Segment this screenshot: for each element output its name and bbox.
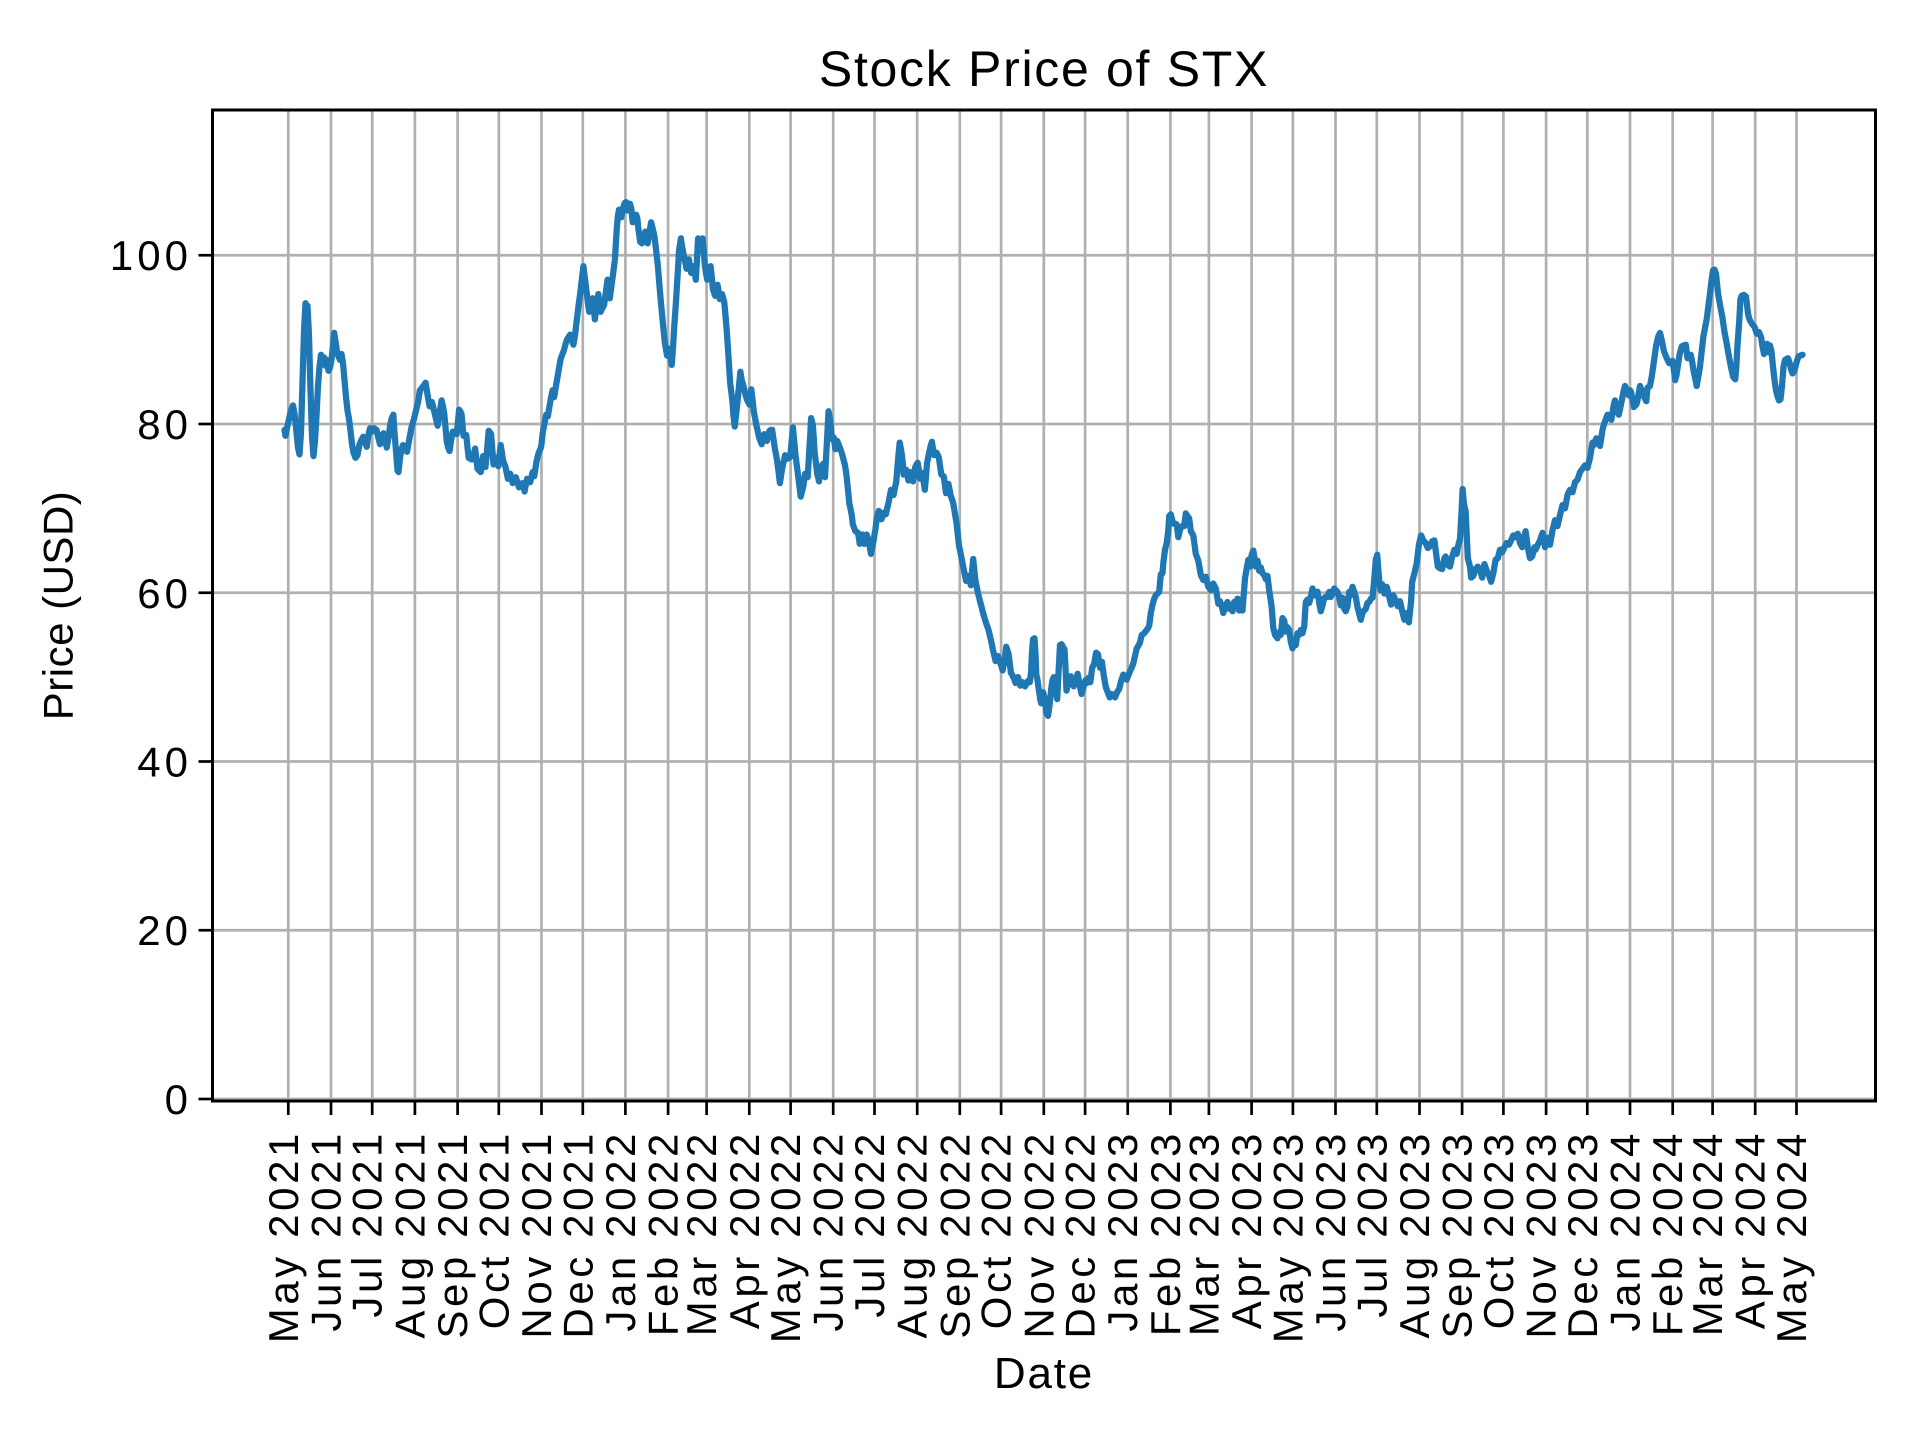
svg-text:Jan 2023: Jan 2023 [1099,1130,1146,1332]
svg-text:Dec 2021: Dec 2021 [554,1130,601,1339]
svg-text:Apr 2022: Apr 2022 [721,1130,768,1329]
svg-text:Jun 2022: Jun 2022 [805,1130,852,1332]
svg-text:Sep 2023: Sep 2023 [1434,1130,1481,1339]
svg-text:Dec 2022: Dec 2022 [1057,1130,1104,1339]
svg-text:80: 80 [137,401,192,448]
svg-text:Jun 2023: Jun 2023 [1307,1130,1354,1332]
svg-text:Mar 2024: Mar 2024 [1684,1130,1731,1336]
svg-text:Jul 2023: Jul 2023 [1348,1130,1395,1318]
svg-text:20: 20 [137,907,192,954]
svg-text:Jul 2022: Jul 2022 [846,1130,893,1318]
svg-text:Mar 2023: Mar 2023 [1180,1130,1227,1336]
svg-text:60: 60 [137,570,192,617]
svg-text:Aug 2023: Aug 2023 [1391,1130,1438,1339]
svg-text:Dec 2023: Dec 2023 [1559,1130,1606,1339]
svg-text:May 2022: May 2022 [762,1130,809,1343]
svg-text:Aug 2022: Aug 2022 [889,1130,936,1339]
svg-text:Oct 2022: Oct 2022 [973,1130,1020,1329]
svg-text:Jan 2022: Jan 2022 [597,1130,644,1332]
svg-text:Nov 2023: Nov 2023 [1518,1130,1565,1339]
svg-text:Nov 2022: Nov 2022 [1015,1130,1062,1339]
svg-text:Aug 2021: Aug 2021 [386,1130,433,1339]
svg-text:Sep 2022: Sep 2022 [931,1130,978,1339]
svg-text:Sep 2021: Sep 2021 [429,1130,476,1339]
svg-text:Stock Price of STX: Stock Price of STX [819,41,1269,97]
svg-text:Jul 2021: Jul 2021 [344,1130,391,1318]
svg-text:May 2024: May 2024 [1768,1130,1815,1343]
svg-text:Apr 2023: Apr 2023 [1223,1130,1270,1329]
svg-text:Date: Date [994,1349,1094,1398]
svg-text:0: 0 [165,1076,192,1123]
svg-text:Jan 2024: Jan 2024 [1602,1130,1649,1332]
svg-text:Jun 2021: Jun 2021 [303,1130,350,1332]
svg-text:Apr 2024: Apr 2024 [1727,1130,1774,1329]
svg-text:Oct 2021: Oct 2021 [470,1130,517,1329]
svg-text:Oct 2023: Oct 2023 [1475,1130,1522,1329]
svg-text:Feb 2022: Feb 2022 [640,1130,687,1336]
svg-text:Mar 2022: Mar 2022 [678,1130,725,1336]
svg-text:Feb 2023: Feb 2023 [1142,1130,1189,1336]
svg-text:May 2021: May 2021 [260,1130,307,1343]
svg-text:Feb 2024: Feb 2024 [1644,1130,1691,1336]
svg-text:40: 40 [137,739,192,786]
svg-text:Nov 2021: Nov 2021 [513,1130,560,1339]
svg-text:May 2023: May 2023 [1264,1130,1311,1343]
svg-text:Price (USD): Price (USD) [35,491,82,721]
svg-text:100: 100 [110,232,192,279]
